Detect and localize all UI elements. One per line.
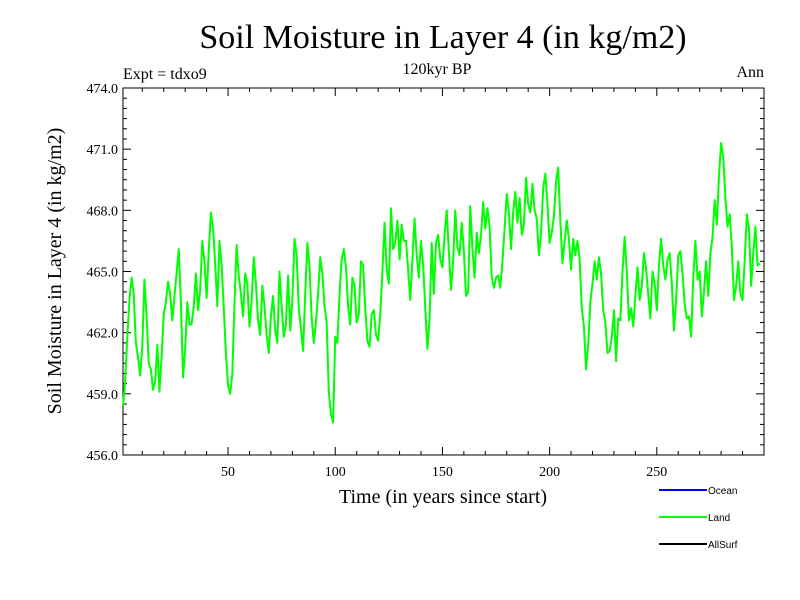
y-tick-label: 456.0 xyxy=(87,449,119,464)
y-tick-label: 468.0 xyxy=(87,204,119,219)
x-tick-label: 50 xyxy=(221,465,235,480)
x-axis: 50 100 150 200 250 xyxy=(141,88,765,480)
x-tick-label: 200 xyxy=(539,465,560,480)
x-tick-label: 100 xyxy=(325,465,346,480)
y-tick-label: 459.0 xyxy=(87,388,119,403)
y-axis-label: Soil Moisture in Layer 4 (in kg/m2) xyxy=(44,128,66,415)
legend-label-land: Land xyxy=(708,513,730,524)
y-tick-label: 471.0 xyxy=(87,143,119,158)
y-tick-label: 465.0 xyxy=(87,266,119,281)
season-label: Ann xyxy=(736,64,764,81)
y-axis: 456.0 459.0 462.0 465.0 468.0 471.0 474.0 xyxy=(87,82,764,464)
legend: Ocean Land AllSurf xyxy=(659,486,738,551)
chart-title: Soil Moisture in Layer 4 (in kg/m2) xyxy=(199,19,686,56)
chart-subtitle: 120kyr BP xyxy=(403,61,472,78)
experiment-label: Expt = tdxo9 xyxy=(123,66,207,83)
legend-label-allsurf: AllSurf xyxy=(708,540,738,551)
y-tick-label: 474.0 xyxy=(87,82,119,97)
x-axis-label: Time (in years since start) xyxy=(339,486,547,508)
x-tick-label: 150 xyxy=(432,465,453,480)
series-line-land xyxy=(122,142,761,424)
legend-label-ocean: Ocean xyxy=(708,486,737,497)
y-tick-label: 462.0 xyxy=(87,327,119,342)
x-tick-label: 250 xyxy=(646,465,667,480)
